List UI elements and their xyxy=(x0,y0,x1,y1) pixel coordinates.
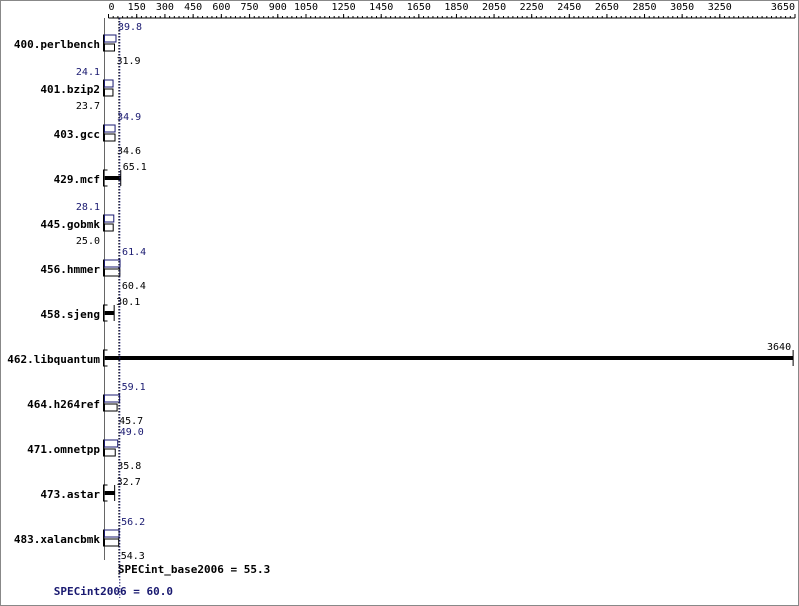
value-label: 23.7 xyxy=(76,101,100,112)
x-tick-label: 2650 xyxy=(595,2,619,13)
value-label: 31.9 xyxy=(116,56,140,67)
base-bar xyxy=(104,403,118,412)
value-label: 39.8 xyxy=(118,22,142,33)
x-tick-label: 1650 xyxy=(407,2,431,13)
peak-bar xyxy=(104,124,116,133)
peak-bar xyxy=(104,394,121,403)
base-bar xyxy=(104,223,114,232)
base-bar xyxy=(104,448,116,457)
bracket xyxy=(103,484,108,502)
value-label: 34.6 xyxy=(117,146,141,157)
category-label: 400.perlbench xyxy=(14,38,100,51)
x-tick-label: 900 xyxy=(269,2,287,13)
bar xyxy=(104,491,115,495)
category-label: 471.omnetpp xyxy=(27,443,100,456)
value-label: 24.1 xyxy=(76,67,100,78)
category-label: 462.libquantum xyxy=(7,353,100,366)
value-label: 28.1 xyxy=(76,202,100,213)
peak-bar xyxy=(104,34,117,43)
value-label: 61.4 xyxy=(122,247,146,258)
peak-bar xyxy=(104,259,121,268)
bar xyxy=(104,311,115,315)
x-tick-label: 1250 xyxy=(332,2,356,13)
bar xyxy=(104,356,794,360)
reference-label: SPECint2006 = 60.0 xyxy=(54,585,173,598)
value-label: 35.8 xyxy=(117,461,141,472)
base-bar xyxy=(104,538,120,547)
category-label: 464.h264ref xyxy=(27,398,100,411)
category-label: 456.hmmer xyxy=(40,263,100,276)
reference-label: SPECint_base2006 = 55.3 xyxy=(118,563,270,576)
x-tick-label: 3050 xyxy=(670,2,694,13)
x-tick-label: 3250 xyxy=(708,2,732,13)
value-label: 25.0 xyxy=(76,236,100,247)
category-label: 473.astar xyxy=(40,488,100,501)
value-label: 49.0 xyxy=(120,427,144,438)
bar xyxy=(104,176,121,180)
x-tick-label: 150 xyxy=(128,2,146,13)
value-label: 59.1 xyxy=(122,382,146,393)
category-label: 458.sjeng xyxy=(40,308,100,321)
x-tick-label: 1450 xyxy=(369,2,393,13)
x-tick-label: 0 xyxy=(109,2,115,13)
value-label: 45.7 xyxy=(119,416,143,427)
bracket xyxy=(103,169,108,187)
value-label: 65.1 xyxy=(123,162,147,173)
x-tick-label: 750 xyxy=(241,2,259,13)
x-tick-label: 600 xyxy=(212,2,230,13)
peak-bar xyxy=(104,214,115,223)
value-label: 54.3 xyxy=(121,551,145,562)
peak-bar xyxy=(104,439,119,448)
value-label: 60.4 xyxy=(122,281,146,292)
category-label: 401.bzip2 xyxy=(40,83,100,96)
x-tick-label: 1050 xyxy=(294,2,318,13)
base-bar xyxy=(104,88,114,97)
value-label: 56.2 xyxy=(121,517,145,528)
value-label: 34.9 xyxy=(117,112,141,123)
x-tick-label: 2250 xyxy=(520,2,544,13)
base-bar xyxy=(104,43,115,52)
peak-bar xyxy=(104,529,120,538)
category-label: 483.xalancbmk xyxy=(14,533,100,546)
category-label: 403.gcc xyxy=(54,128,100,141)
base-bar xyxy=(104,133,116,142)
x-tick-label: 450 xyxy=(184,2,202,13)
value-label: 30.1 xyxy=(116,297,140,308)
x-tick-label: 2850 xyxy=(632,2,656,13)
category-label: 429.mcf xyxy=(54,173,100,186)
bracket xyxy=(103,304,108,322)
value-label: 32.7 xyxy=(117,477,141,488)
category-label: 445.gobmk xyxy=(40,218,100,231)
x-tick-label: 300 xyxy=(156,2,174,13)
value-label: 3640 xyxy=(767,342,791,353)
bracket xyxy=(103,349,108,367)
x-tick-label: 3650 xyxy=(771,2,795,13)
base-bar xyxy=(104,268,121,277)
peak-bar xyxy=(104,79,114,88)
x-tick-label: 2050 xyxy=(482,2,506,13)
x-tick-label: 1850 xyxy=(444,2,468,13)
x-tick-label: 2450 xyxy=(557,2,581,13)
